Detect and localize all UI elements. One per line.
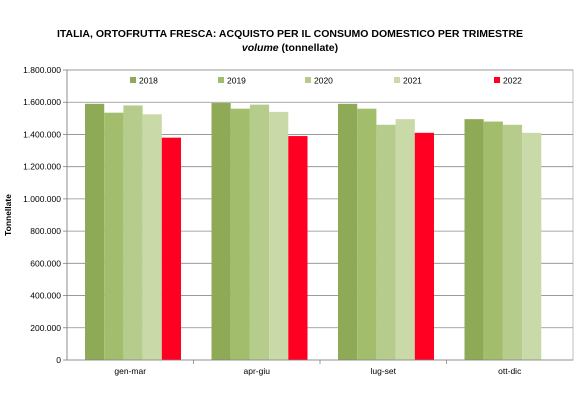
bar-2020-ott-dic: [502, 124, 523, 361]
y-axis-label: Tonnellate: [3, 194, 13, 236]
bar-2022-lug-set: [414, 132, 434, 360]
legend-label-2020: 2020: [314, 76, 333, 86]
chart-subtitle-unit: (tonnellate): [279, 42, 339, 54]
legend-label-2022: 2022: [503, 76, 522, 86]
y-tick-label: 1.200.000: [23, 162, 61, 172]
y-tick-label: 1.000.000: [23, 194, 61, 204]
bar-2018-lug-set: [338, 103, 358, 360]
bar-2018-apr-giu: [211, 103, 231, 361]
y-tick-label: 600.000: [30, 258, 61, 268]
chart-subtitle: volume (tonnellate): [242, 42, 338, 54]
bar-2018-ott-dic: [464, 119, 484, 360]
y-tick-label: 400.000: [30, 291, 61, 301]
bar-2020-lug-set: [376, 124, 396, 361]
x-tick-label: lug-set: [370, 366, 396, 376]
bar-2021-lug-set: [395, 119, 415, 360]
bar-2018-gen-mar: [85, 103, 105, 360]
bar-2021-gen-mar: [142, 114, 162, 360]
x-tick-label: apr-giu: [244, 366, 271, 376]
bar-2022-apr-giu: [288, 136, 308, 360]
legend-swatch-2022: [494, 77, 500, 83]
bar-2021-apr-giu: [269, 111, 289, 360]
y-tick-label: 200.000: [30, 323, 61, 333]
bar-2019-lug-set: [357, 108, 377, 361]
bars: [85, 103, 542, 361]
y-tick-label: 1.600.000: [23, 97, 61, 107]
legend-label-2018: 2018: [139, 76, 158, 86]
bar-2019-apr-giu: [230, 108, 250, 361]
bar-2020-apr-giu: [249, 104, 270, 360]
legend-swatch-2021: [394, 77, 400, 83]
bar-2019-gen-mar: [104, 112, 124, 360]
bar-2020-gen-mar: [123, 105, 143, 360]
y-tick-label: 800.000: [30, 226, 61, 236]
x-tick-label: ott-dic: [498, 366, 522, 376]
chart-subtitle-italic: volume: [242, 42, 279, 54]
axes: 0 200.000 400.000 600.000 800.000 1.000.000 1.…: [23, 65, 573, 376]
chart-title: ITALIA, ORTOFRUTTA FRESCA: ACQUISTO PER …: [57, 28, 523, 40]
legend-swatch-2020: [305, 77, 311, 83]
bar-2019-ott-dic: [483, 121, 503, 360]
legend-swatch-2018: [130, 77, 136, 83]
y-tick-label: 0: [56, 355, 61, 365]
bar-2021-ott-dic: [522, 132, 542, 360]
y-tick-label: 1.400.000: [23, 129, 61, 139]
bar-2022-gen-mar: [161, 137, 181, 360]
legend-swatch-2019: [218, 77, 224, 83]
legend-label-2021: 2021: [403, 76, 422, 86]
x-tick-label: gen-mar: [114, 366, 146, 376]
legend: 2018 2019 2020 2021 2022: [130, 76, 522, 86]
legend-label-2019: 2019: [227, 76, 246, 86]
y-tick-label: 1.800.000: [23, 65, 61, 75]
